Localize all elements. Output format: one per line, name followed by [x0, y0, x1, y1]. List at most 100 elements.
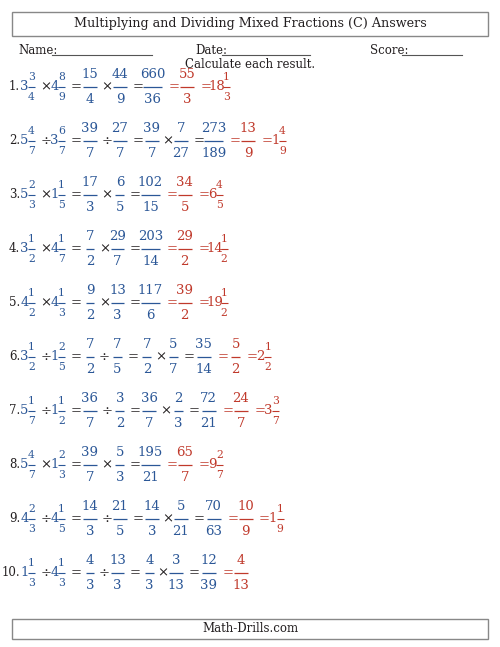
- Text: =: =: [70, 296, 82, 309]
- Text: =: =: [70, 459, 82, 472]
- Text: 3: 3: [86, 525, 94, 538]
- Text: 1: 1: [28, 396, 35, 406]
- Text: =: =: [132, 512, 143, 525]
- Text: ×: ×: [99, 296, 110, 309]
- Text: 4: 4: [145, 554, 154, 567]
- Text: =: =: [70, 188, 82, 201]
- Text: 4: 4: [50, 80, 58, 94]
- Text: ×: ×: [40, 296, 52, 309]
- Text: 2: 2: [264, 362, 271, 372]
- Text: 14: 14: [142, 255, 159, 268]
- Text: 4: 4: [50, 296, 58, 309]
- Text: ×: ×: [162, 512, 173, 525]
- Text: =: =: [70, 80, 82, 94]
- Text: 39: 39: [200, 579, 218, 592]
- Text: 36: 36: [144, 93, 162, 106]
- Text: 2: 2: [174, 392, 182, 405]
- Text: 13: 13: [240, 122, 256, 135]
- Text: 39: 39: [82, 446, 98, 459]
- Text: 7: 7: [142, 338, 151, 351]
- Text: 13: 13: [109, 554, 126, 567]
- Text: 3: 3: [58, 470, 65, 480]
- Text: 12: 12: [200, 554, 217, 567]
- Text: 7: 7: [145, 417, 154, 430]
- Text: 1: 1: [58, 558, 65, 568]
- Text: =: =: [132, 80, 143, 94]
- Text: 195: 195: [138, 446, 163, 459]
- Text: 55: 55: [179, 68, 196, 81]
- Text: 7: 7: [116, 147, 124, 160]
- Text: 5: 5: [169, 338, 177, 351]
- Text: 35: 35: [196, 338, 212, 351]
- Text: =: =: [130, 188, 141, 201]
- Text: ÷: ÷: [99, 351, 110, 364]
- Text: 1: 1: [50, 351, 58, 364]
- Text: 27: 27: [172, 147, 189, 160]
- Text: 10.: 10.: [2, 567, 20, 580]
- Text: 7.: 7.: [9, 404, 20, 417]
- Text: 72: 72: [200, 392, 217, 405]
- Text: 7: 7: [86, 471, 94, 484]
- Text: 9: 9: [279, 146, 286, 156]
- Text: ×: ×: [40, 243, 52, 256]
- Text: Math-Drills.com: Math-Drills.com: [202, 622, 298, 635]
- Bar: [12, 619, 488, 639]
- Text: 3: 3: [86, 201, 94, 214]
- Text: 2: 2: [216, 450, 222, 460]
- Text: 189: 189: [201, 147, 226, 160]
- Text: 13: 13: [109, 284, 126, 297]
- Text: 1.: 1.: [9, 80, 20, 94]
- Text: ×: ×: [102, 188, 112, 201]
- Text: ÷: ÷: [40, 135, 52, 148]
- Text: 1: 1: [276, 504, 283, 514]
- Text: 4: 4: [216, 180, 222, 190]
- Text: 2: 2: [221, 254, 228, 264]
- Text: 1: 1: [58, 504, 65, 514]
- Text: 36: 36: [82, 392, 98, 405]
- Text: 9: 9: [58, 92, 65, 102]
- Text: 7: 7: [169, 363, 177, 376]
- Text: 7: 7: [58, 254, 65, 264]
- Text: 9: 9: [242, 525, 250, 538]
- Text: Score:: Score:: [370, 43, 408, 56]
- Text: ×: ×: [40, 459, 52, 472]
- Text: 4: 4: [86, 554, 94, 567]
- Text: 1: 1: [269, 512, 278, 525]
- Text: 44: 44: [112, 68, 128, 81]
- Text: ×: ×: [160, 404, 171, 417]
- Text: 273: 273: [201, 122, 226, 135]
- Text: 117: 117: [138, 284, 163, 297]
- Text: =: =: [166, 243, 177, 256]
- Text: =: =: [188, 404, 200, 417]
- Text: 3: 3: [20, 243, 28, 256]
- Text: 29: 29: [109, 230, 126, 243]
- Text: 1: 1: [58, 180, 65, 190]
- Text: 1: 1: [264, 342, 271, 352]
- Text: 14: 14: [196, 363, 212, 376]
- Text: 39: 39: [144, 122, 160, 135]
- Text: 3: 3: [264, 404, 272, 417]
- Text: 4: 4: [28, 126, 35, 136]
- Text: 5: 5: [180, 201, 189, 214]
- Text: =: =: [222, 567, 233, 580]
- Text: Calculate each result.: Calculate each result.: [185, 58, 315, 72]
- Text: 9: 9: [276, 524, 283, 534]
- Text: =: =: [130, 404, 141, 417]
- Text: 3: 3: [28, 578, 35, 588]
- Text: 7: 7: [176, 122, 185, 135]
- Text: =: =: [198, 243, 209, 256]
- Text: 4: 4: [20, 512, 28, 525]
- Text: 13: 13: [232, 579, 249, 592]
- Text: 3: 3: [28, 200, 35, 210]
- Text: 65: 65: [176, 446, 193, 459]
- Text: 9: 9: [208, 459, 216, 472]
- Text: 4: 4: [50, 567, 58, 580]
- Text: 3: 3: [223, 92, 230, 102]
- Text: ÷: ÷: [40, 567, 52, 580]
- Text: 1: 1: [28, 288, 35, 298]
- Text: ×: ×: [158, 567, 168, 580]
- Text: 7: 7: [28, 146, 35, 156]
- Text: 7: 7: [86, 417, 94, 430]
- Text: Multiplying and Dividing Mixed Fractions (C) Answers: Multiplying and Dividing Mixed Fractions…: [74, 17, 426, 30]
- Text: 5: 5: [116, 525, 124, 538]
